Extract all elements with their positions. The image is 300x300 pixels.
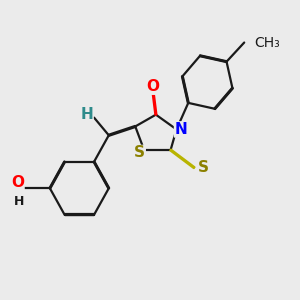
Text: H: H xyxy=(14,195,24,208)
Text: N: N xyxy=(175,122,187,137)
Text: S: S xyxy=(197,160,208,175)
Text: CH₃: CH₃ xyxy=(254,35,280,50)
Text: O: O xyxy=(146,79,159,94)
Text: H: H xyxy=(80,107,93,122)
Text: S: S xyxy=(134,146,145,160)
Text: O: O xyxy=(11,175,24,190)
